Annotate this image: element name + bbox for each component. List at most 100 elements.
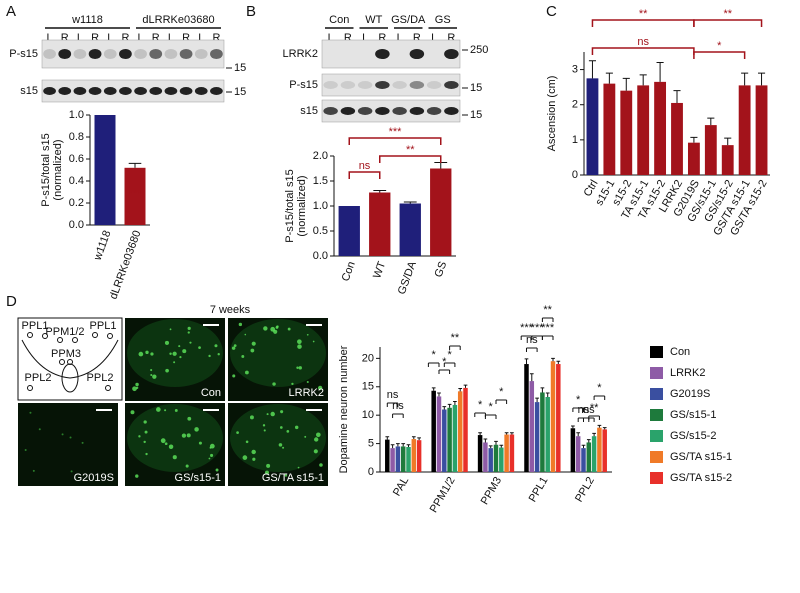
sig-bracket	[474, 412, 486, 417]
blot-band	[179, 87, 193, 95]
neuron	[263, 429, 266, 432]
lane-label: R	[447, 32, 455, 44]
neuron	[145, 452, 148, 456]
neuron	[280, 410, 284, 414]
significance: **	[451, 332, 460, 344]
neuron	[304, 435, 307, 438]
bar	[477, 435, 483, 472]
panel-label: B	[246, 3, 256, 20]
blot-band	[164, 87, 178, 95]
legend-label: LRRK2	[670, 367, 705, 379]
error-bar	[741, 72, 749, 86]
legend-swatch	[650, 346, 663, 358]
error-bar	[417, 437, 421, 441]
neuron	[250, 348, 255, 353]
neuron	[169, 352, 172, 355]
neuron	[313, 449, 318, 454]
bar	[738, 85, 751, 175]
error-bar	[540, 387, 545, 393]
legend-label: G2019S	[670, 388, 710, 400]
sig-bracket	[379, 155, 442, 163]
neuron	[270, 411, 275, 417]
sig-bracket	[348, 171, 381, 179]
error-bar	[437, 392, 441, 397]
lane-label: R	[378, 32, 386, 44]
neuron	[209, 446, 212, 449]
sig-bracket	[449, 345, 461, 350]
blot-band	[103, 48, 117, 60]
image-title: 7 weeks	[210, 304, 251, 316]
bar	[586, 78, 599, 175]
y-tick-label: 1	[572, 134, 578, 146]
blot-band	[357, 81, 373, 89]
error-bar	[403, 201, 417, 204]
neuron	[279, 426, 283, 429]
error-bar	[757, 72, 766, 86]
blot-band	[179, 48, 193, 60]
blot-band	[323, 81, 338, 89]
brain-image	[18, 403, 118, 486]
blot-band	[375, 81, 390, 89]
error-bar	[504, 432, 509, 435]
schematic-neuron	[72, 337, 78, 343]
bar	[483, 442, 488, 472]
y-axis-label: P-s15/total s15	[284, 169, 296, 242]
significance: *	[597, 382, 602, 394]
schematic-neuron	[27, 385, 33, 391]
size-marker: 15	[234, 86, 246, 98]
y-tick-label: 3	[572, 63, 578, 75]
neuron	[286, 430, 290, 433]
error-bar	[373, 190, 387, 193]
error-bar	[434, 162, 448, 169]
x-tick-label: PPM1/2	[428, 475, 458, 515]
neuron	[282, 446, 285, 449]
error-bar	[597, 424, 602, 428]
neuron	[198, 346, 201, 349]
lane-label: R	[212, 32, 220, 44]
blot-band	[392, 107, 407, 115]
neuron	[210, 453, 214, 457]
blot-band	[88, 87, 102, 95]
neuron	[186, 433, 191, 438]
blot-band	[103, 87, 117, 95]
legend-label: GS/s15-2	[670, 430, 716, 442]
blot-row-label: LRRK2	[283, 48, 318, 60]
error-bar	[690, 136, 698, 143]
error-bar	[499, 444, 504, 448]
neuron	[29, 411, 32, 414]
error-bar	[488, 445, 493, 449]
error-bar	[545, 392, 550, 397]
error-bar	[639, 74, 647, 86]
y-tick-label: 1.0	[69, 109, 84, 121]
x-tick-label: Con	[340, 260, 358, 283]
blot-band	[340, 81, 356, 89]
error-bar	[442, 406, 447, 410]
blot-band	[149, 87, 163, 95]
neuron	[132, 386, 137, 392]
legend-label: Con	[670, 346, 690, 358]
blot-band	[426, 107, 442, 115]
error-bar	[605, 72, 613, 84]
y-tick-label: 5	[368, 437, 374, 449]
schematic-neuron	[59, 359, 65, 365]
neuron	[296, 366, 299, 369]
bar	[447, 407, 452, 472]
blot-band	[357, 107, 373, 115]
neuron	[187, 416, 192, 421]
error-bar	[707, 117, 715, 126]
neuron	[208, 354, 211, 358]
bar	[369, 192, 391, 256]
y-tick-label: 0.6	[69, 153, 84, 165]
lane-label: L	[362, 32, 368, 44]
error-bar	[390, 444, 395, 449]
brain-tissue	[230, 319, 326, 387]
blot-band	[73, 48, 87, 60]
neuron	[152, 374, 157, 379]
neuron	[38, 428, 41, 431]
blot-band	[194, 87, 208, 95]
neuron	[135, 474, 139, 478]
bar	[529, 381, 535, 472]
bar	[509, 434, 515, 472]
neuron	[275, 326, 279, 329]
